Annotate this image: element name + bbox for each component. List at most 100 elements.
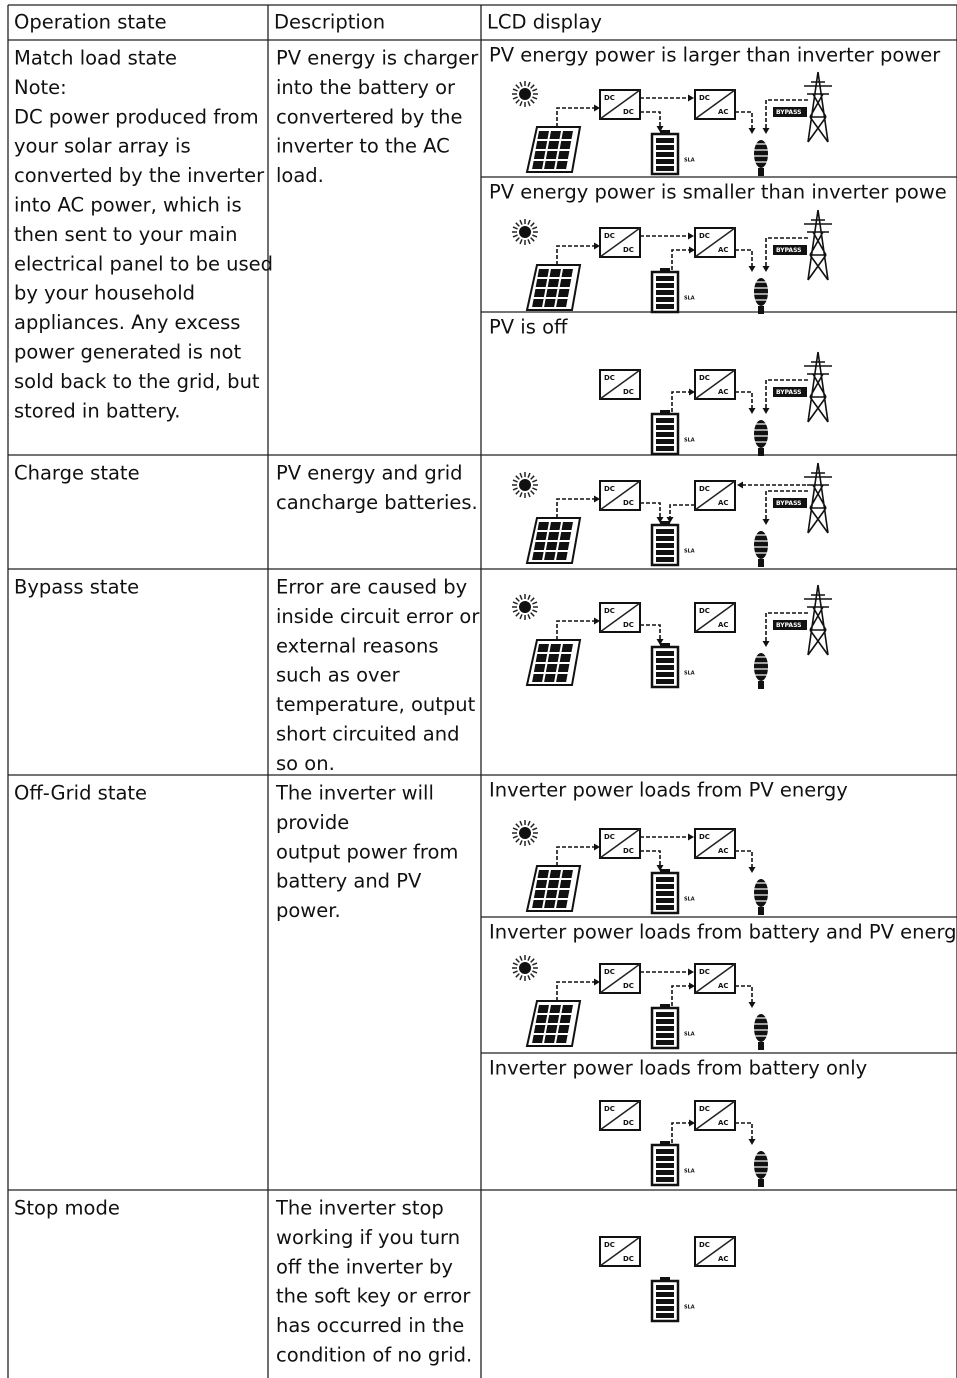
flow-line — [735, 985, 753, 1002]
panel-cell — [533, 289, 546, 297]
panel-cell — [544, 900, 556, 908]
panel-cell — [535, 880, 548, 888]
bypass-label: BYPASS — [776, 389, 801, 396]
flow-line — [640, 850, 661, 867]
arrow-head — [594, 104, 600, 112]
state-text: electrical panel to be used — [14, 252, 273, 275]
flow-line — [556, 981, 598, 1001]
panel-cell — [545, 151, 558, 159]
panel-cell — [537, 1005, 549, 1013]
battery-bar — [656, 1177, 674, 1182]
bypass-label: BYPASS — [776, 500, 801, 507]
box-label: AC — [718, 388, 729, 396]
sun-ray — [527, 614, 531, 620]
arrow-head — [748, 408, 756, 414]
sun-ray — [530, 612, 535, 617]
bulb-icon — [754, 531, 768, 559]
panel-cell — [556, 552, 568, 560]
lcd-caption: Inverter power loads from PV energy — [489, 779, 848, 802]
battery-cap — [660, 1004, 670, 1008]
flow-line — [765, 379, 808, 408]
sun-ray — [515, 973, 520, 978]
description-text: off the inverter by — [276, 1255, 453, 1278]
panel-cell — [561, 1005, 573, 1013]
arrow-head — [594, 843, 600, 851]
box-diagonal — [694, 602, 736, 633]
battery-bar — [656, 290, 674, 295]
sun-ray — [515, 597, 520, 602]
grid-tower — [804, 209, 832, 281]
state-text: appliances. Any excess — [14, 311, 240, 334]
battery-bar — [656, 446, 674, 451]
flow-line — [640, 624, 661, 641]
sun-ray — [519, 81, 523, 87]
grid-tower — [804, 462, 832, 534]
sun-ray — [532, 962, 538, 966]
description-text: the soft key or error — [276, 1285, 471, 1308]
bulb-icon — [754, 420, 768, 448]
flow-line — [671, 1122, 690, 1143]
description-text: PV energy is charger — [276, 47, 479, 70]
sun-ray — [515, 612, 520, 617]
state-text: into AC power, which is — [14, 194, 242, 217]
battery-bar — [656, 1156, 674, 1161]
panel-cell — [535, 279, 548, 287]
sun-ray — [519, 239, 523, 245]
arrow-head — [689, 388, 695, 396]
state-text: DC power produced from — [14, 105, 259, 128]
panel-cell — [556, 299, 568, 307]
battery-bar — [656, 425, 674, 430]
box-diagonal — [599, 602, 641, 633]
battery-bar — [656, 557, 674, 562]
box-label: DC — [604, 607, 615, 615]
panel-cell — [545, 664, 558, 672]
box-diagonal — [599, 1236, 641, 1267]
panel-cell — [547, 532, 560, 540]
sun-icon — [519, 226, 531, 238]
sla-label: SLA — [684, 549, 695, 555]
arrow-head — [688, 968, 694, 976]
panel-cell — [561, 644, 573, 652]
battery-bar — [656, 145, 674, 150]
battery-cap — [660, 1277, 670, 1281]
description-text: inverter to the AC — [276, 135, 450, 158]
flow-line — [765, 99, 808, 128]
panel-cell — [533, 151, 546, 159]
arrow-head — [689, 1119, 695, 1127]
panel-cell — [544, 674, 556, 682]
flow-line — [735, 249, 753, 266]
arrow-head — [594, 495, 600, 503]
lcd-caption: PV energy power is larger than inverter … — [489, 44, 941, 67]
sun-ray — [519, 820, 523, 826]
description-text: so on. — [276, 752, 335, 775]
battery-cap — [660, 521, 670, 525]
sun-ray — [530, 475, 535, 480]
battery-bar — [656, 665, 674, 670]
panel-cell — [547, 880, 560, 888]
sun-ray — [519, 840, 523, 846]
flow-line — [671, 249, 690, 270]
sla-label: SLA — [684, 1032, 695, 1038]
arrow-head — [656, 126, 664, 132]
state-text: then sent to your main — [14, 223, 237, 246]
arrow-head — [689, 982, 695, 990]
column-header: Description — [274, 11, 385, 34]
lcd-caption: PV is off — [489, 316, 568, 339]
sun-ray — [515, 490, 520, 495]
box-label: DC — [604, 1241, 615, 1249]
panel-cell — [556, 674, 568, 682]
arrow-head — [748, 266, 756, 272]
box-label: DC — [699, 968, 710, 976]
box-label: AC — [718, 1119, 729, 1127]
sun-ray — [515, 958, 520, 963]
panel-cell — [532, 674, 544, 682]
battery-bar — [656, 283, 674, 288]
sun-icon — [519, 827, 531, 839]
panel-cell — [532, 1035, 544, 1043]
box-diagonal — [694, 227, 736, 258]
panel-cell — [537, 269, 549, 277]
sun-ray — [527, 472, 531, 478]
panel-cell — [533, 890, 546, 898]
flow-line — [735, 1122, 753, 1139]
